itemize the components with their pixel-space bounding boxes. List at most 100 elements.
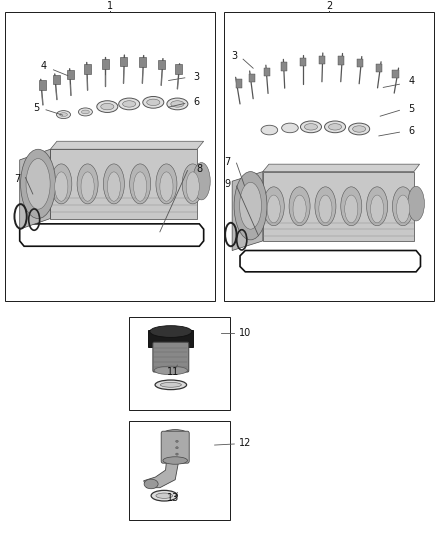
Ellipse shape [81,172,94,201]
FancyBboxPatch shape [392,70,399,78]
Polygon shape [144,461,179,488]
Ellipse shape [156,493,173,498]
Ellipse shape [156,164,177,204]
Ellipse shape [162,430,188,439]
FancyBboxPatch shape [53,75,60,84]
Text: 6: 6 [193,98,199,107]
Ellipse shape [186,172,199,201]
FancyBboxPatch shape [236,79,242,88]
Ellipse shape [371,195,384,223]
Ellipse shape [261,125,278,135]
Ellipse shape [341,187,362,226]
Text: 3: 3 [193,72,199,82]
FancyBboxPatch shape [357,59,363,68]
FancyBboxPatch shape [265,68,271,77]
Ellipse shape [408,187,424,221]
Ellipse shape [234,172,267,240]
Ellipse shape [289,187,310,226]
Ellipse shape [160,383,181,387]
Ellipse shape [151,490,177,501]
Ellipse shape [60,112,67,116]
Ellipse shape [263,187,284,226]
Text: 6: 6 [409,126,415,135]
Ellipse shape [315,187,336,226]
Ellipse shape [107,172,120,201]
Polygon shape [263,172,414,241]
Ellipse shape [51,164,72,204]
Ellipse shape [123,101,136,107]
Bar [5,12,215,301]
Bar [129,421,230,520]
Ellipse shape [349,123,370,135]
Ellipse shape [160,172,173,201]
Bar [224,12,434,301]
Ellipse shape [77,164,98,204]
FancyBboxPatch shape [158,60,165,69]
Ellipse shape [78,108,92,116]
Polygon shape [50,141,204,149]
Ellipse shape [345,195,358,223]
Bar [129,317,230,410]
Text: 4: 4 [409,76,415,86]
FancyBboxPatch shape [67,70,74,79]
Ellipse shape [293,195,306,223]
Polygon shape [263,164,420,172]
Ellipse shape [267,195,280,223]
Ellipse shape [147,99,160,106]
Text: 13: 13 [167,494,179,503]
Ellipse shape [134,172,147,201]
FancyBboxPatch shape [84,64,91,74]
Ellipse shape [57,110,71,118]
Text: 11: 11 [167,367,179,376]
Text: 9: 9 [225,180,231,189]
Ellipse shape [26,159,50,209]
FancyBboxPatch shape [174,64,182,74]
Text: 4: 4 [41,61,47,71]
FancyBboxPatch shape [375,64,381,72]
FancyBboxPatch shape [139,57,146,67]
Ellipse shape [119,98,140,110]
Polygon shape [50,149,197,219]
FancyBboxPatch shape [249,74,255,82]
Ellipse shape [97,101,118,112]
Ellipse shape [319,195,332,223]
Ellipse shape [325,121,346,133]
FancyBboxPatch shape [39,80,46,90]
Ellipse shape [81,110,89,114]
Ellipse shape [328,124,342,130]
FancyBboxPatch shape [338,56,344,65]
Ellipse shape [154,366,187,375]
Ellipse shape [176,440,178,442]
Text: 2: 2 [326,2,332,11]
FancyBboxPatch shape [319,56,325,64]
Polygon shape [232,172,263,251]
Ellipse shape [163,457,187,464]
FancyBboxPatch shape [148,330,193,347]
Ellipse shape [353,126,366,132]
Text: 1: 1 [107,2,113,11]
FancyBboxPatch shape [161,431,189,463]
Ellipse shape [21,149,56,219]
Text: 7: 7 [14,174,21,183]
Ellipse shape [193,163,210,200]
Text: 10: 10 [239,328,251,338]
Ellipse shape [101,103,114,110]
FancyBboxPatch shape [153,342,189,372]
Ellipse shape [144,479,158,489]
Text: 8: 8 [196,165,202,174]
Ellipse shape [155,380,187,390]
Ellipse shape [130,164,151,204]
Ellipse shape [396,195,410,223]
Ellipse shape [167,98,188,110]
Ellipse shape [55,172,68,201]
Ellipse shape [103,164,124,204]
Ellipse shape [367,187,388,226]
Ellipse shape [282,123,298,133]
Polygon shape [20,149,50,229]
Text: 12: 12 [239,439,251,448]
Ellipse shape [171,101,184,107]
Ellipse shape [304,124,318,130]
FancyBboxPatch shape [120,57,127,67]
FancyBboxPatch shape [102,59,109,69]
Ellipse shape [176,453,178,455]
